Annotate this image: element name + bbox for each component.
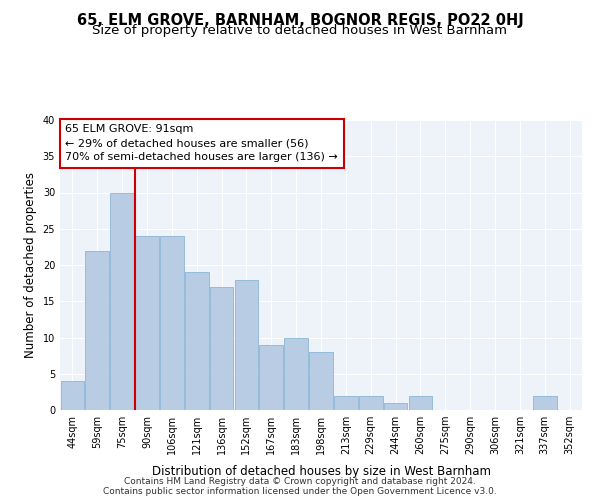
Text: Contains public sector information licensed under the Open Government Licence v3: Contains public sector information licen…: [103, 488, 497, 496]
Y-axis label: Number of detached properties: Number of detached properties: [24, 172, 37, 358]
Bar: [185, 272, 209, 410]
Text: Size of property relative to detached houses in West Barnham: Size of property relative to detached ho…: [92, 24, 508, 37]
Text: 65 ELM GROVE: 91sqm
← 29% of detached houses are smaller (56)
70% of semi-detach: 65 ELM GROVE: 91sqm ← 29% of detached ho…: [65, 124, 338, 162]
Text: Contains HM Land Registry data © Crown copyright and database right 2024.: Contains HM Land Registry data © Crown c…: [124, 478, 476, 486]
Bar: [85, 250, 109, 410]
Text: 65, ELM GROVE, BARNHAM, BOGNOR REGIS, PO22 0HJ: 65, ELM GROVE, BARNHAM, BOGNOR REGIS, PO…: [77, 12, 523, 28]
Bar: [235, 280, 258, 410]
Bar: [210, 287, 233, 410]
Bar: [334, 396, 358, 410]
Bar: [533, 396, 557, 410]
Bar: [259, 345, 283, 410]
Bar: [384, 403, 407, 410]
Bar: [160, 236, 184, 410]
Bar: [110, 192, 134, 410]
Bar: [135, 236, 159, 410]
Bar: [61, 381, 84, 410]
Bar: [309, 352, 333, 410]
Bar: [284, 338, 308, 410]
Bar: [409, 396, 432, 410]
Bar: [359, 396, 383, 410]
X-axis label: Distribution of detached houses by size in West Barnham: Distribution of detached houses by size …: [151, 466, 491, 478]
